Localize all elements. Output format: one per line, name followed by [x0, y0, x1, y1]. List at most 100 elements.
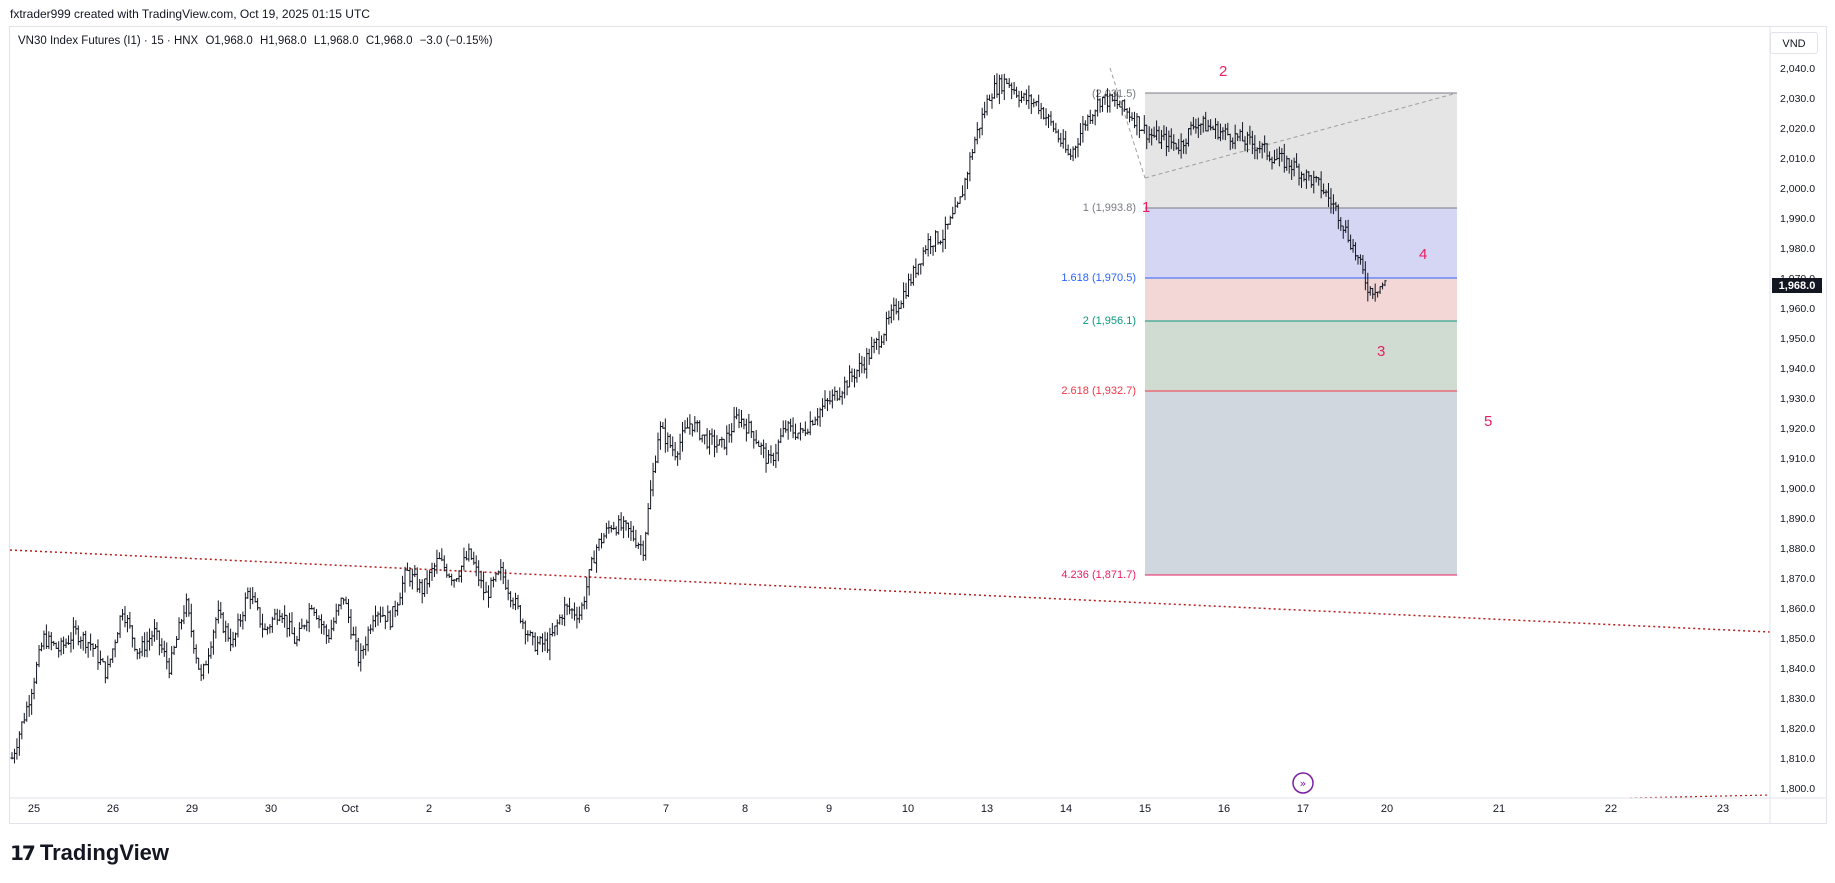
ohlc-bar [818, 407, 822, 427]
ohlc-bar [1088, 109, 1092, 124]
price-tick-label: 2,020.0 [1780, 123, 1815, 135]
ohlc-bar [747, 413, 751, 434]
symbol-name[interactable]: VN30 Index Futures (I1) · 15 · HNX [18, 35, 199, 47]
ohlc-bar [425, 570, 429, 595]
ohlc-bar [403, 566, 407, 593]
ohlc-bar [268, 624, 272, 634]
ohlc-bar [37, 645, 41, 668]
ohlc-bar [776, 439, 780, 462]
wave-label-4[interactable]: 4 [1419, 246, 1427, 263]
ohlc-bar [111, 648, 115, 663]
ohlc-bar [536, 636, 540, 655]
ohlc-close: C1,968.0 [365, 35, 413, 47]
ohlc-bar [658, 421, 663, 450]
ohlc-bar [1383, 280, 1387, 287]
ohlc-bar [400, 575, 405, 606]
ohlc-bar [405, 562, 410, 572]
ohlc-bar [15, 738, 19, 760]
wave-label-5[interactable]: 5 [1484, 413, 1492, 430]
ohlc-bar [170, 646, 174, 675]
time-axis[interactable]: 25 26 29 30 Oct 2 3 6 7 8 9 10 13 14 15 16 17 20 21 22 23 [28, 803, 1729, 815]
symbol-legend[interactable]: VN30 Index Futures (I1) · 15 · HNX O1,96… [18, 35, 497, 47]
ohlc-bar [587, 569, 591, 596]
time-tick-label: 29 [186, 803, 198, 815]
ohlc-bar [727, 424, 731, 443]
ohlc-bar [283, 605, 287, 628]
ohlc-bar [872, 338, 876, 354]
ohlc-bar [720, 436, 724, 448]
ohlc-bar [260, 613, 265, 638]
ohlc-bar [187, 597, 191, 617]
ohlc-bar [30, 688, 34, 715]
fib-label-top: (2,031.5) [1092, 88, 1136, 100]
ohlc-bar [592, 550, 596, 564]
ohlc-bar [224, 620, 228, 642]
ohlc-bar [889, 304, 893, 324]
ohlc-bar [553, 625, 557, 637]
ohlc-bar [865, 347, 869, 379]
ohlc-bar [96, 639, 100, 670]
ohlc-bar [88, 633, 93, 651]
ohlc-bar [703, 434, 707, 445]
wave-label-2[interactable]: 2 [1219, 63, 1227, 80]
ohlc-bar [84, 630, 88, 654]
price-tick-label: 1,940.0 [1780, 363, 1815, 375]
ohlc-bar [973, 136, 977, 154]
fib-trend-dashed-b[interactable] [1144, 92, 1458, 179]
ohlc-bar [79, 636, 83, 649]
ohlc-bar [774, 443, 778, 468]
ohlc-bar [440, 548, 444, 562]
ohlc-bar [764, 442, 768, 473]
ohlc-bar [420, 579, 424, 604]
ohlc-bar [337, 604, 341, 616]
ohlc-bar [253, 592, 257, 603]
ohlc-change: −3.0 (−0.15%) [419, 35, 493, 47]
ohlc-bar [990, 93, 994, 109]
svg-text:1,968.0: 1,968.0 [1779, 280, 1816, 292]
ohlc-bar [884, 311, 888, 342]
ohlc-bar [373, 605, 378, 628]
ohlc-bar [850, 368, 854, 383]
ohlc-bar [978, 127, 982, 139]
ohlc-bar [715, 435, 719, 453]
ohlc-bar [226, 623, 230, 642]
fib-trend-dashed-a[interactable] [1109, 67, 1146, 179]
ohlc-bar [614, 526, 618, 536]
wave-label-3[interactable]: 3 [1377, 343, 1385, 360]
ohlc-bar [641, 540, 645, 562]
scroll-to-realtime-button[interactable]: » [1292, 772, 1314, 794]
ohlc-bar [563, 596, 567, 627]
ohlc-bar [499, 559, 503, 581]
ohlc-bar [509, 591, 513, 608]
ohlc-bar [1071, 146, 1075, 162]
ohlc-bar [1069, 148, 1073, 160]
ohlc-bar [749, 420, 753, 439]
ohlc-bar [646, 503, 650, 536]
ohlc-bar [287, 612, 292, 637]
ohlc-bar [518, 605, 523, 624]
ohlc-bar [165, 642, 169, 670]
ohlc-bar [926, 233, 930, 257]
ohlc-bar [744, 418, 748, 442]
ohlc-bar [975, 122, 979, 145]
ohlc-bar [673, 442, 677, 461]
ohlc-bar [496, 570, 500, 576]
ohlc-bar [332, 617, 336, 632]
ohlc-bar [725, 425, 729, 456]
ohlc-bar [626, 522, 631, 538]
price-axis[interactable]: 2,040.0 2,030.0 2,020.0 2,010.0 2,000.0 1,990… [1780, 63, 1815, 795]
ohlc-bar [941, 229, 945, 253]
ohlc-bar [447, 573, 451, 579]
ohlc-bar [501, 561, 505, 585]
ohlc-bar [479, 570, 483, 589]
red-dotted-trendline[interactable] [9, 549, 1771, 633]
bottom-dotted-line[interactable] [1629, 794, 1771, 799]
ohlc-bar [324, 624, 328, 644]
ohlc-bar [870, 336, 874, 360]
ohlc-bar [946, 223, 950, 230]
wave-label-1[interactable]: 1 [1142, 199, 1150, 216]
price-tick-label: 1,980.0 [1780, 243, 1815, 255]
time-tick-label: 13 [981, 803, 993, 815]
ohlc-bar [140, 636, 144, 657]
